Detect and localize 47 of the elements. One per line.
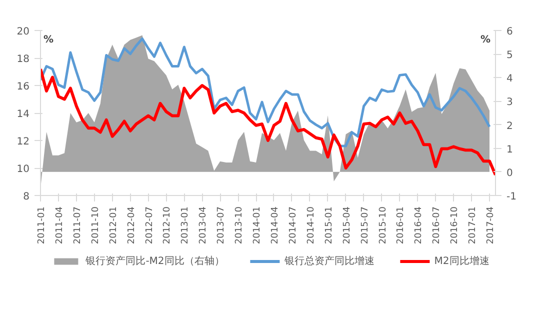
x-tick-label: 2014-07 <box>288 206 298 244</box>
x-tick-label: 2012-04 <box>126 206 137 244</box>
x-tick-label: 2016-10 <box>450 206 460 244</box>
y-tick-label: 10 <box>16 164 30 175</box>
y-tick-label: 18 <box>16 54 30 65</box>
y2-tick-label: 3 <box>506 97 513 108</box>
x-tick-label: 2011-07 <box>72 206 83 244</box>
y2-tick-label: 6 <box>506 26 513 38</box>
x-tick-label: 2013-10 <box>234 206 245 244</box>
x-tick-label: 2013-07 <box>216 206 227 244</box>
x-tick-label: 2016-01 <box>396 206 406 244</box>
x-tick-label: 2014-10 <box>306 206 316 244</box>
y-tick-label: 16 <box>16 82 30 92</box>
legend-label: 银行资产同比-M2同比（右轴） <box>86 254 224 268</box>
x-tick-label: 2014-01 <box>252 206 263 244</box>
x-tick-label: 2013-04 <box>198 206 209 244</box>
y-tick-label: 20 <box>16 26 30 38</box>
x-tick-label: 2012-01 <box>108 206 119 244</box>
x-tick-label: 2011-10 <box>90 206 101 244</box>
x-tick-label: 2013-01 <box>180 206 191 244</box>
legend-label: M2同比增速 <box>434 254 490 268</box>
x-tick-label: 2017-01 <box>468 206 478 244</box>
x-tick-label: 2016-04 <box>414 206 424 244</box>
x-tick-label: 2011-04 <box>54 206 65 244</box>
x-tick-label: 2015-04 <box>342 206 352 244</box>
x-tick-label: 2015-07 <box>360 206 370 244</box>
x-tick-label: 2012-07 <box>144 206 155 244</box>
y2-tick-label: -1 <box>506 192 516 202</box>
x-tick-label: 2012-10 <box>162 206 173 244</box>
y2-tick-label: 5 <box>506 50 513 62</box>
y2-tick-label: 0 <box>506 168 513 179</box>
y2-tick-label: 4 <box>506 74 513 85</box>
y2-tick-label: 1 <box>506 144 513 156</box>
x-tick-label: 2015-01 <box>324 206 334 244</box>
y2-axis-title: % <box>480 34 491 46</box>
x-tick-label: 2016-07 <box>432 206 442 244</box>
legend-label: 银行总资产同比增速 <box>284 254 374 268</box>
y2-tick-label: 2 <box>506 120 513 132</box>
x-tick-label: 2015-10 <box>378 206 388 244</box>
y-tick-label: 12 <box>16 136 30 148</box>
x-tick-label: 2014-04 <box>270 206 280 244</box>
x-tick-label: 2011-01 <box>37 206 47 244</box>
y-tick-label: 14 <box>16 109 30 120</box>
y-tick-label: 8 <box>23 192 30 202</box>
line-series <box>40 68 496 176</box>
x-tick-label: 2017-04 <box>486 206 496 244</box>
y-axis-title: % <box>43 34 54 46</box>
